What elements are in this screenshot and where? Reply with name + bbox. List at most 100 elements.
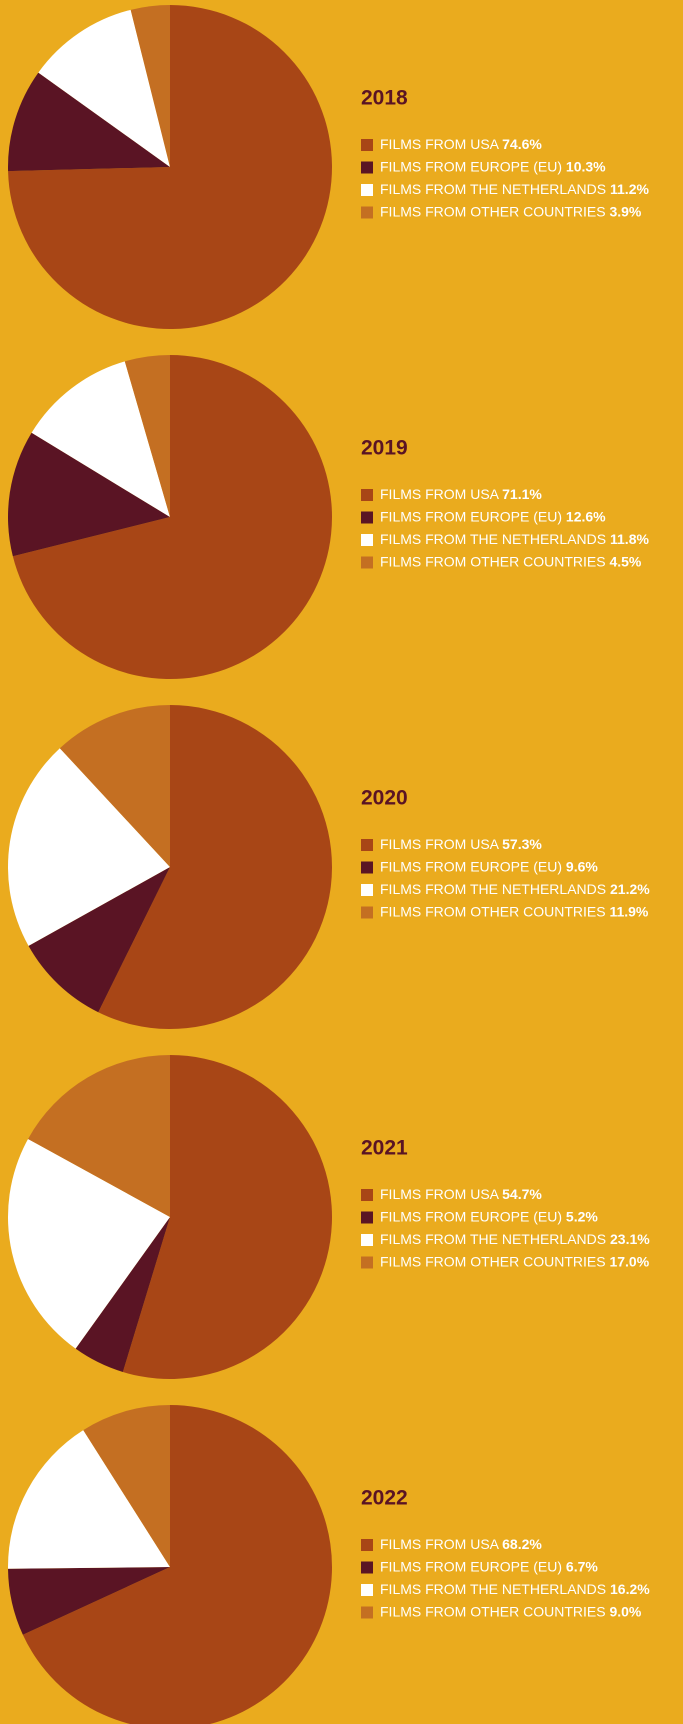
legend-entry: FILMS FROM THE NETHERLANDS 23.1% xyxy=(380,1231,650,1247)
legend-entry: FILMS FROM USA 74.6% xyxy=(380,136,542,152)
data-label: 21.2% xyxy=(610,881,650,897)
legend-entry: FILMS FROM USA 68.2% xyxy=(380,1536,542,1552)
legend-label: FILMS FROM EUROPE (EU) xyxy=(380,158,562,174)
data-label: 9.0% xyxy=(609,1603,641,1619)
legend-swatch xyxy=(361,184,373,196)
legend-swatch xyxy=(361,556,373,569)
legend-entry: FILMS FROM THE NETHERLANDS 11.8% xyxy=(380,531,649,547)
data-label: 17.0% xyxy=(609,1253,649,1269)
pie-slice xyxy=(28,1055,171,1217)
legend-swatch xyxy=(361,1211,373,1224)
legend-label: FILMS FROM USA xyxy=(380,1536,500,1552)
legend-entry: FILMS FROM EUROPE (EU) 9.6% xyxy=(380,858,598,874)
pie-slice xyxy=(98,705,332,1030)
data-label: 74.6% xyxy=(502,136,542,152)
legend-entry: FILMS FROM USA 71.1% xyxy=(380,486,542,502)
chart-title: 2022 xyxy=(361,1487,408,1510)
legend-label: FILMS FROM USA xyxy=(380,136,500,152)
legend-swatch xyxy=(361,206,373,219)
pie-slice xyxy=(8,432,171,557)
legend-swatch xyxy=(361,489,373,501)
pie-slice xyxy=(28,867,171,1013)
legend-entry: FILMS FROM EUROPE (EU) 10.3% xyxy=(380,158,606,174)
legend-entry: FILMS FROM OTHER COUNTRIES 9.0% xyxy=(380,1603,642,1619)
legend-swatch xyxy=(361,1189,373,1201)
legend-entry: FILMS FROM OTHER COUNTRIES 4.5% xyxy=(380,553,642,569)
chart-title: 2021 xyxy=(361,1137,408,1160)
pie-slice xyxy=(8,72,171,172)
legend-swatch xyxy=(361,1561,373,1574)
legend-label: FILMS FROM OTHER COUNTRIES xyxy=(380,553,606,569)
legend-label: FILMS FROM EUROPE (EU) xyxy=(380,1558,562,1574)
chart-title: 2020 xyxy=(361,787,408,810)
data-label: 12.6% xyxy=(566,508,606,524)
data-label: 23.1% xyxy=(610,1231,650,1247)
legend-label: FILMS FROM USA xyxy=(380,1186,500,1202)
data-label: 3.9% xyxy=(609,203,641,219)
pie-slice xyxy=(122,1055,333,1379)
legend-swatch xyxy=(361,884,373,896)
pie-slice xyxy=(8,1430,170,1569)
legend-label: FILMS FROM EUROPE (EU) xyxy=(380,858,562,874)
data-label: 71.1% xyxy=(502,486,542,502)
legend-entry: FILMS FROM USA 54.7% xyxy=(380,1186,542,1202)
pie-slice xyxy=(8,748,171,946)
legend-swatch xyxy=(361,1234,373,1246)
legend-label: FILMS FROM USA xyxy=(380,836,500,852)
chart-title: 2019 xyxy=(361,437,408,460)
data-label: 68.2% xyxy=(502,1536,542,1552)
legend-swatch xyxy=(361,839,373,851)
legend-swatch xyxy=(361,861,373,874)
legend-entry: FILMS FROM EUROPE (EU) 12.6% xyxy=(380,508,606,524)
pie-slice xyxy=(75,1217,170,1372)
legend-label: FILMS FROM OTHER COUNTRIES xyxy=(380,903,606,919)
legend-label: FILMS FROM THE NETHERLANDS xyxy=(380,181,606,197)
legend-entry: FILMS FROM EUROPE (EU) 5.2% xyxy=(380,1208,598,1224)
legend-entry: FILMS FROM THE NETHERLANDS 11.2% xyxy=(380,181,649,197)
pie-slice xyxy=(59,705,171,867)
pie-slice xyxy=(124,355,170,517)
legend-label: FILMS FROM THE NETHERLANDS xyxy=(380,531,606,547)
data-label: 4.5% xyxy=(609,553,641,569)
pie-slice xyxy=(130,5,170,167)
legend-label: FILMS FROM OTHER COUNTRIES xyxy=(380,203,606,219)
data-label: 16.2% xyxy=(610,1581,650,1597)
legend-label: FILMS FROM USA xyxy=(380,486,500,502)
legend-swatch xyxy=(361,511,373,524)
legend-label: FILMS FROM OTHER COUNTRIES xyxy=(380,1253,606,1269)
legend-entry: FILMS FROM THE NETHERLANDS 21.2% xyxy=(380,881,650,897)
legend-entry: FILMS FROM EUROPE (EU) 6.7% xyxy=(380,1558,598,1574)
data-label: 10.3% xyxy=(566,158,606,174)
data-label: 11.9% xyxy=(609,903,648,919)
legend-entry: FILMS FROM OTHER COUNTRIES 17.0% xyxy=(380,1253,650,1269)
pie-slice xyxy=(8,5,333,329)
legend-label: FILMS FROM OTHER COUNTRIES xyxy=(380,1603,606,1619)
pie-slice xyxy=(31,361,170,517)
data-label: 5.2% xyxy=(566,1208,598,1224)
legend-swatch xyxy=(361,1539,373,1551)
legend-swatch xyxy=(361,161,373,174)
legend-swatch xyxy=(361,1584,373,1596)
legend-swatch xyxy=(361,906,373,919)
pie-slice xyxy=(22,1405,332,1724)
legend-entry: FILMS FROM USA 57.3% xyxy=(380,836,542,852)
legend-label: FILMS FROM EUROPE (EU) xyxy=(380,1208,562,1224)
chart-title: 2018 xyxy=(361,87,408,110)
data-label: 11.8% xyxy=(610,531,649,547)
pie-slice xyxy=(12,355,333,679)
data-label: 11.2% xyxy=(610,181,649,197)
legend-label: FILMS FROM EUROPE (EU) xyxy=(380,508,562,524)
legend-entry: FILMS FROM THE NETHERLANDS 16.2% xyxy=(380,1581,650,1597)
legend-swatch xyxy=(361,534,373,546)
data-label: 54.7% xyxy=(502,1186,542,1202)
pie-slice xyxy=(38,9,171,167)
pie-slice xyxy=(8,1567,171,1635)
pie-slice xyxy=(8,1138,170,1349)
legend-swatch xyxy=(361,1606,373,1619)
legend-swatch xyxy=(361,1256,373,1269)
data-label: 57.3% xyxy=(502,836,542,852)
data-label: 9.6% xyxy=(566,858,598,874)
legend-label: FILMS FROM THE NETHERLANDS xyxy=(380,1581,606,1597)
legend-entry: FILMS FROM OTHER COUNTRIES 11.9% xyxy=(380,903,649,919)
